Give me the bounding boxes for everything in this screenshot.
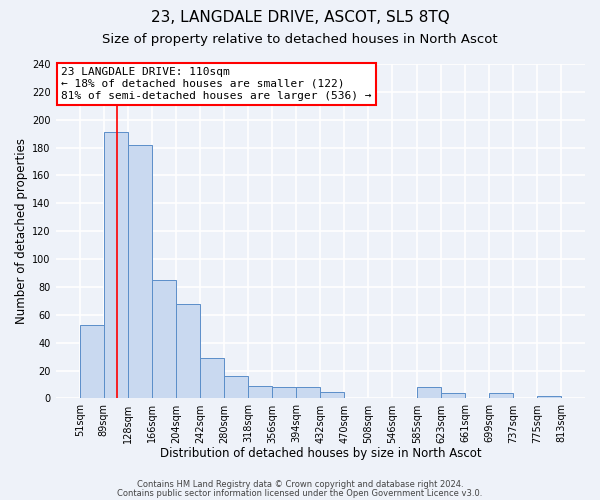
Bar [296, 388, 320, 398]
Text: Size of property relative to detached houses in North Ascot: Size of property relative to detached ho… [102, 32, 498, 46]
Bar [537, 396, 561, 398]
Bar [489, 393, 513, 398]
Y-axis label: Number of detached properties: Number of detached properties [15, 138, 28, 324]
Bar [248, 386, 272, 398]
Bar [176, 304, 200, 398]
Bar [80, 324, 104, 398]
Text: 23 LANGDALE DRIVE: 110sqm
← 18% of detached houses are smaller (122)
81% of semi: 23 LANGDALE DRIVE: 110sqm ← 18% of detac… [61, 68, 371, 100]
X-axis label: Distribution of detached houses by size in North Ascot: Distribution of detached houses by size … [160, 447, 481, 460]
Bar [200, 358, 224, 399]
Bar [128, 145, 152, 399]
Bar [320, 392, 344, 398]
Bar [224, 376, 248, 398]
Bar [152, 280, 176, 398]
Bar [417, 388, 441, 398]
Bar [441, 393, 465, 398]
Text: 23, LANGDALE DRIVE, ASCOT, SL5 8TQ: 23, LANGDALE DRIVE, ASCOT, SL5 8TQ [151, 10, 449, 25]
Bar [272, 388, 296, 398]
Text: Contains HM Land Registry data © Crown copyright and database right 2024.: Contains HM Land Registry data © Crown c… [137, 480, 463, 489]
Text: Contains public sector information licensed under the Open Government Licence v3: Contains public sector information licen… [118, 489, 482, 498]
Bar [104, 132, 128, 398]
